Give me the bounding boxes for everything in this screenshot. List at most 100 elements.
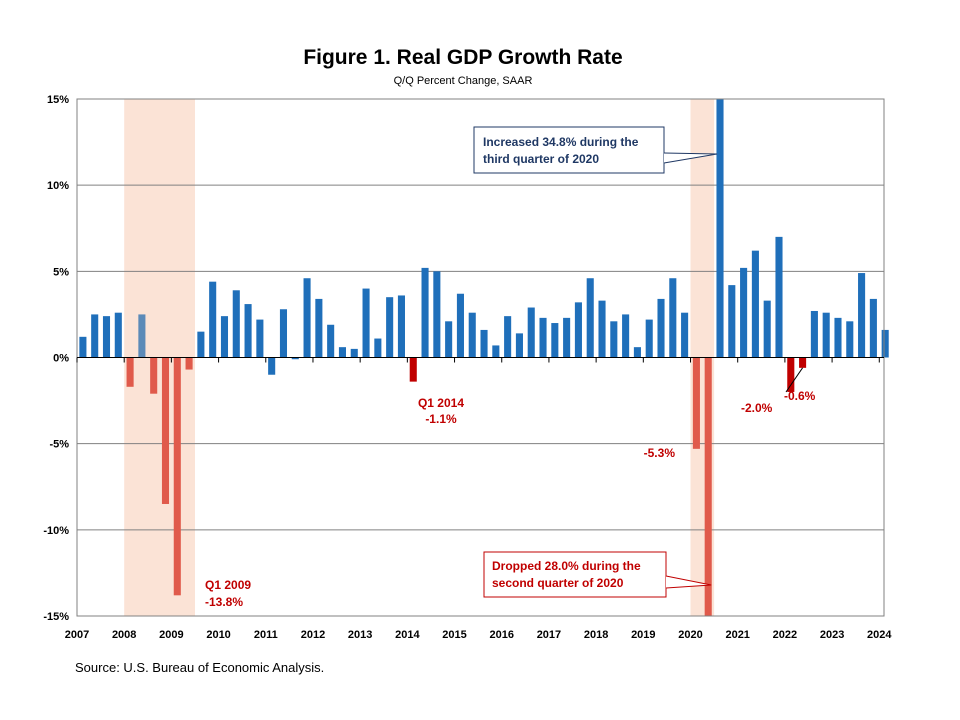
x-tick-label: 2022 — [773, 629, 797, 641]
bar — [150, 357, 158, 394]
bar — [822, 312, 830, 358]
bar — [858, 273, 866, 358]
x-tick-label: 2014 — [395, 629, 420, 641]
chart-subtitle: Q/Q Percent Change, SAAR — [393, 75, 533, 87]
bar — [268, 357, 276, 375]
x-tick-label: 2024 — [867, 629, 892, 641]
bar — [232, 290, 240, 358]
bar — [138, 314, 146, 358]
bar — [256, 319, 264, 358]
callout-up-line-2: third quarter of 2020 — [483, 152, 599, 166]
bar — [409, 357, 417, 382]
callout-down-line-1: Dropped 28.0% during the — [492, 559, 641, 573]
bar — [740, 267, 748, 358]
bar — [79, 336, 87, 358]
bar — [834, 317, 842, 358]
x-tick-label: 2018 — [584, 629, 608, 641]
callout-down-line-2: second quarter of 2020 — [492, 576, 624, 590]
x-tick-label: 2009 — [159, 629, 183, 641]
callout-down-box — [483, 551, 667, 598]
bar — [763, 300, 771, 358]
bar — [362, 288, 370, 358]
bar — [846, 321, 854, 358]
bar — [279, 309, 288, 358]
x-tick-label: 2023 — [820, 629, 844, 641]
bar — [197, 331, 205, 358]
bar — [244, 304, 252, 358]
bar — [374, 338, 382, 358]
annotation-2022q1-value: -2.0% — [741, 401, 773, 415]
x-tick-label: 2021 — [725, 629, 749, 641]
y-tick-label: 5% — [53, 266, 69, 278]
callout-up-line-1: Increased 34.8% during the — [483, 135, 639, 149]
x-tick-label: 2012 — [301, 629, 325, 641]
bar — [315, 298, 323, 358]
bar — [539, 317, 547, 358]
x-tick-label: 2013 — [348, 629, 372, 641]
annotation-q1-2014-label: Q1 2014 — [418, 396, 464, 410]
chart-title: Figure 1. Real GDP Growth Rate — [303, 46, 623, 69]
gridlines — [77, 184, 884, 531]
bar — [799, 357, 807, 368]
bar — [173, 357, 181, 596]
callout-down-pointer — [665, 575, 712, 589]
bar — [574, 302, 582, 358]
annotation-q1-2014-value: -1.1% — [425, 412, 457, 426]
bars — [79, 99, 889, 616]
y-tick-label: -15% — [43, 611, 69, 623]
bar — [303, 278, 311, 358]
bar — [563, 317, 571, 358]
bar — [586, 278, 594, 358]
bar — [185, 357, 193, 370]
bar — [350, 348, 358, 358]
bar — [421, 267, 429, 358]
bar — [291, 357, 299, 360]
bar — [669, 278, 677, 358]
source-note: Source: U.S. Bureau of Economic Analysis… — [75, 660, 325, 675]
bar — [114, 312, 122, 358]
y-tick-label: -5% — [49, 439, 69, 451]
x-tick-label: 2008 — [112, 629, 136, 641]
annotation-2022q2-value: -0.6% — [784, 389, 816, 403]
bar — [622, 314, 630, 358]
bar — [445, 321, 453, 358]
bar — [480, 329, 488, 358]
bar — [161, 357, 170, 504]
bar — [209, 281, 217, 358]
bar — [492, 345, 500, 358]
bar — [869, 298, 877, 358]
bar — [728, 285, 736, 358]
bar — [386, 297, 394, 358]
bar — [610, 321, 618, 358]
annotations: Q1 2009 -13.8% Q1 2014 -1.1% -5.3% -2.0% -0.6%… — [205, 126, 816, 609]
bar — [751, 250, 759, 358]
x-tick-label: 2020 — [678, 629, 702, 641]
bar — [220, 316, 229, 358]
bar — [102, 316, 111, 358]
bar — [657, 298, 665, 358]
y-tick-label: 15% — [47, 94, 69, 106]
bar — [645, 319, 653, 358]
bar — [716, 99, 724, 358]
bar — [681, 312, 689, 358]
bar — [633, 347, 641, 358]
bar — [91, 314, 99, 358]
bar — [881, 329, 889, 358]
bar — [775, 236, 783, 358]
bar — [338, 347, 346, 358]
bar — [456, 293, 464, 358]
bar — [468, 312, 476, 358]
callout-up-box — [473, 126, 665, 174]
bar — [527, 307, 535, 358]
callout-up-pointer — [663, 152, 718, 164]
annotation-2020q1-value: -5.3% — [644, 446, 676, 460]
bar — [433, 271, 441, 358]
y-tick-label: 0% — [53, 353, 69, 365]
bar — [692, 357, 700, 449]
x-tick-label: 2015 — [442, 629, 466, 641]
x-tick-label: 2011 — [254, 629, 278, 641]
annotation-q1-2009-label: Q1 2009 — [205, 578, 251, 592]
y-tick-label: -10% — [43, 525, 69, 537]
leader-line — [785, 367, 804, 393]
